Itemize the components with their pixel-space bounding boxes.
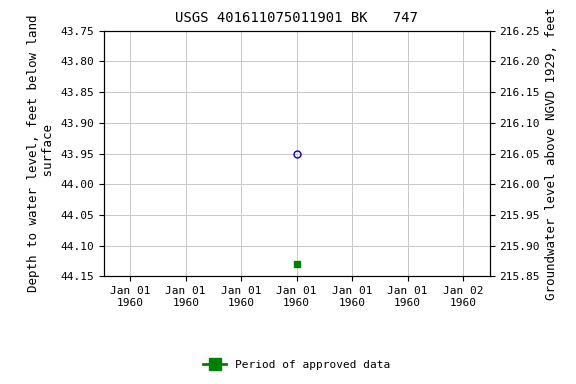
Y-axis label: Groundwater level above NGVD 1929, feet: Groundwater level above NGVD 1929, feet xyxy=(545,7,558,300)
Y-axis label: Depth to water level, feet below land
 surface: Depth to water level, feet below land su… xyxy=(26,15,55,292)
Legend: Period of approved data: Period of approved data xyxy=(199,355,394,374)
Title: USGS 401611075011901 BK   747: USGS 401611075011901 BK 747 xyxy=(175,12,418,25)
